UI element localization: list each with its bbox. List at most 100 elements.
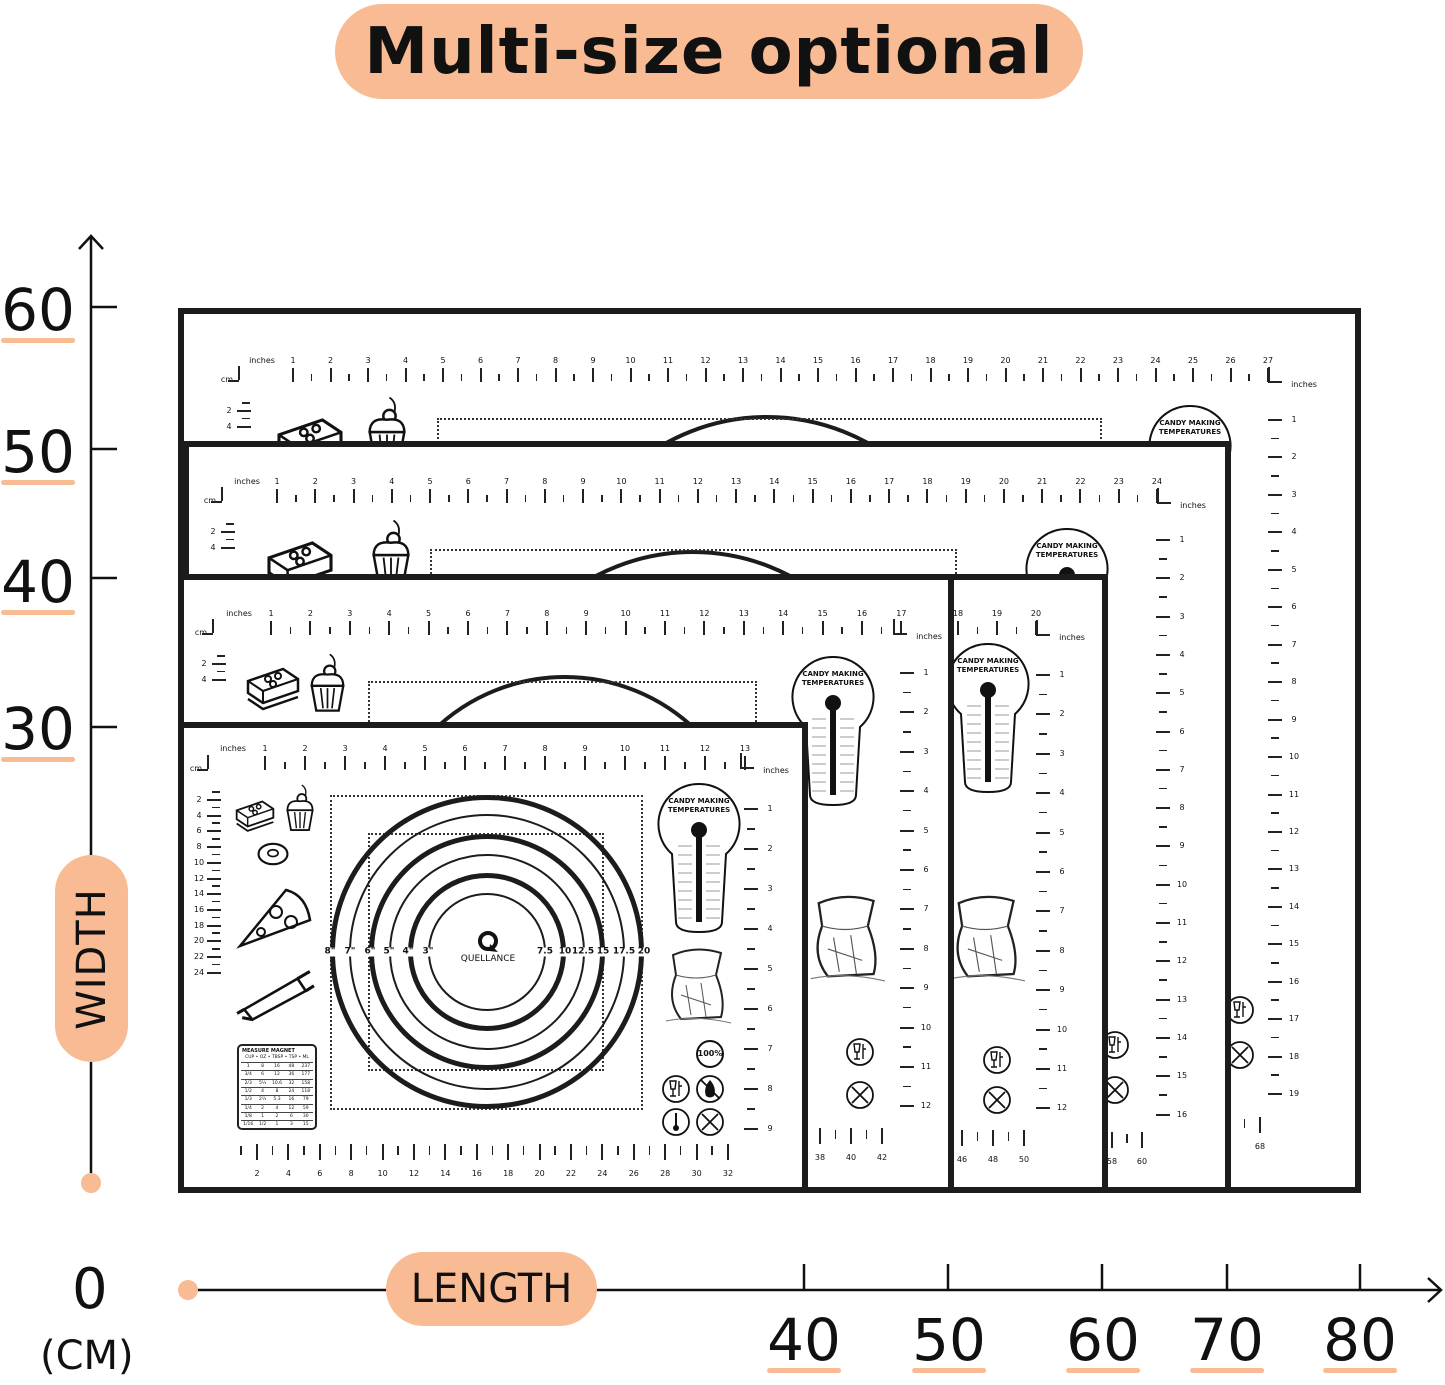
top-inch-label: 9	[580, 477, 586, 486]
top-inch-label: 14	[769, 477, 780, 486]
bottom-cm-tick	[460, 1146, 462, 1155]
quellance-logo-icon	[478, 931, 498, 952]
half-inch-tick	[1271, 737, 1279, 739]
measure-cell: 6	[289, 1113, 293, 1119]
top-inch-label: 2	[312, 477, 318, 486]
half-inch-tick	[1060, 495, 1062, 502]
top-inch-label: 20	[1000, 356, 1011, 365]
half-inch-tick	[284, 762, 286, 769]
circle-inch-label: 3"	[421, 946, 435, 957]
half-inch-tick	[873, 374, 875, 381]
left-cm-label: 2	[201, 659, 207, 668]
left-cm-tick	[237, 425, 251, 428]
measure-row: 1/8 1 2 6 30	[241, 1111, 313, 1120]
half-inch-tick	[1271, 475, 1279, 477]
right-inch-tick	[744, 1128, 758, 1130]
left-cm-tick	[226, 523, 234, 525]
y-tick-label: 30	[1, 695, 75, 763]
top-inch-tick	[742, 621, 745, 635]
half-inch-tick	[1039, 733, 1047, 735]
bottom-cm-label: 30	[691, 1169, 702, 1178]
right-inch-tick	[1036, 1028, 1050, 1031]
bottom-cm-tick	[1243, 1119, 1245, 1128]
right-inch-tick	[1268, 643, 1282, 646]
top-inch-tick	[505, 489, 508, 503]
x-tick-label: 80	[1323, 1306, 1397, 1374]
right-inch-tick	[1156, 653, 1170, 656]
half-inch-tick	[747, 1068, 755, 1070]
top-inch-label: 10	[619, 744, 631, 753]
bottom-cm-tick	[992, 1130, 994, 1146]
bottom-cm-tick	[334, 1146, 336, 1155]
half-inch-tick	[1159, 1017, 1167, 1020]
top-inch-tick	[629, 368, 632, 382]
half-inch-tick	[903, 849, 911, 851]
bottom-cm-label: 46	[956, 1155, 968, 1164]
half-inch-tick	[903, 888, 911, 891]
ruler-corner	[1157, 502, 1171, 504]
top-inch-label: 3	[365, 356, 371, 365]
half-inch-tick	[903, 731, 911, 733]
top-inch-tick	[957, 621, 959, 635]
right-inch-label: 5	[923, 825, 929, 835]
half-inch-tick	[486, 627, 489, 634]
half-inch-tick	[948, 374, 950, 381]
measure-cell: 16	[288, 1097, 295, 1103]
bottom-cm-tick	[961, 1130, 963, 1146]
measure-cell: 10.6	[271, 1080, 282, 1086]
right-inch-tick	[1268, 793, 1282, 796]
right-inch-label: 3	[1059, 748, 1065, 758]
bottom-cm-tick	[881, 1128, 883, 1144]
left-cm-tick	[217, 655, 225, 657]
top-inch-tick	[996, 621, 998, 635]
right-inch-tick	[1036, 1068, 1050, 1070]
left-cm-tick	[212, 663, 226, 665]
flour-sack-icon	[805, 890, 885, 985]
measure-cell: 4	[261, 1088, 265, 1094]
top-inch-label: 22	[1075, 356, 1086, 365]
half-inch-tick	[404, 762, 406, 769]
right-inch-tick	[1268, 1018, 1282, 1021]
top-inch-label: 12	[699, 609, 710, 618]
left-cm-tick	[212, 822, 220, 824]
measure-cell: 59	[302, 1105, 309, 1111]
bottom-cm-tick	[1111, 1132, 1113, 1148]
right-inch-label: 4	[767, 924, 773, 933]
half-inch-tick	[1271, 849, 1279, 852]
top-inch-label: 23	[1113, 477, 1124, 486]
bottom-cm-tick	[819, 1128, 821, 1144]
top-inch-tick	[900, 621, 903, 635]
right-inch-tick	[900, 1066, 914, 1068]
half-inch-tick	[486, 495, 488, 502]
half-inch-tick	[724, 762, 726, 769]
top-inch-tick	[811, 489, 814, 503]
top-inch-label: 13	[739, 744, 751, 753]
top-inch-label: 1	[262, 744, 268, 753]
top-inch-tick	[658, 489, 661, 503]
right-inch-label: 2	[1059, 709, 1065, 719]
left-cm-tick	[242, 417, 250, 420]
left-cm-label: 12	[193, 873, 205, 883]
top-inch-label: 5	[422, 744, 428, 753]
measure-cell: 1/16	[243, 1122, 254, 1128]
right-inch-label: 7	[1059, 906, 1065, 916]
bottom-cm-label: 22	[565, 1169, 577, 1178]
bottom-cm-label: 12	[408, 1169, 420, 1178]
top-inch-tick	[1042, 368, 1044, 382]
measure-cell: 48	[288, 1064, 295, 1069]
right-inch-tick	[1036, 674, 1050, 676]
right-inch-tick	[1268, 419, 1282, 421]
right-inch-label: 5	[767, 964, 773, 973]
bottom-cm-tick	[318, 1144, 321, 1160]
bottom-cm-label: 48	[987, 1155, 999, 1164]
candy-temperature-badge: CANDY MAKING TEMPERATURES	[945, 642, 1031, 794]
left-cm-tick	[226, 538, 234, 541]
half-inch-tick	[1271, 662, 1279, 664]
inches-label: inches	[249, 356, 275, 365]
top-inch-tick	[429, 489, 432, 503]
top-inch-tick	[506, 621, 509, 635]
half-inch-tick	[1248, 374, 1250, 381]
top-inch-label: 20	[998, 477, 1010, 486]
top-inch-label: 16	[845, 477, 856, 486]
left-cm-label: 16	[193, 904, 205, 914]
